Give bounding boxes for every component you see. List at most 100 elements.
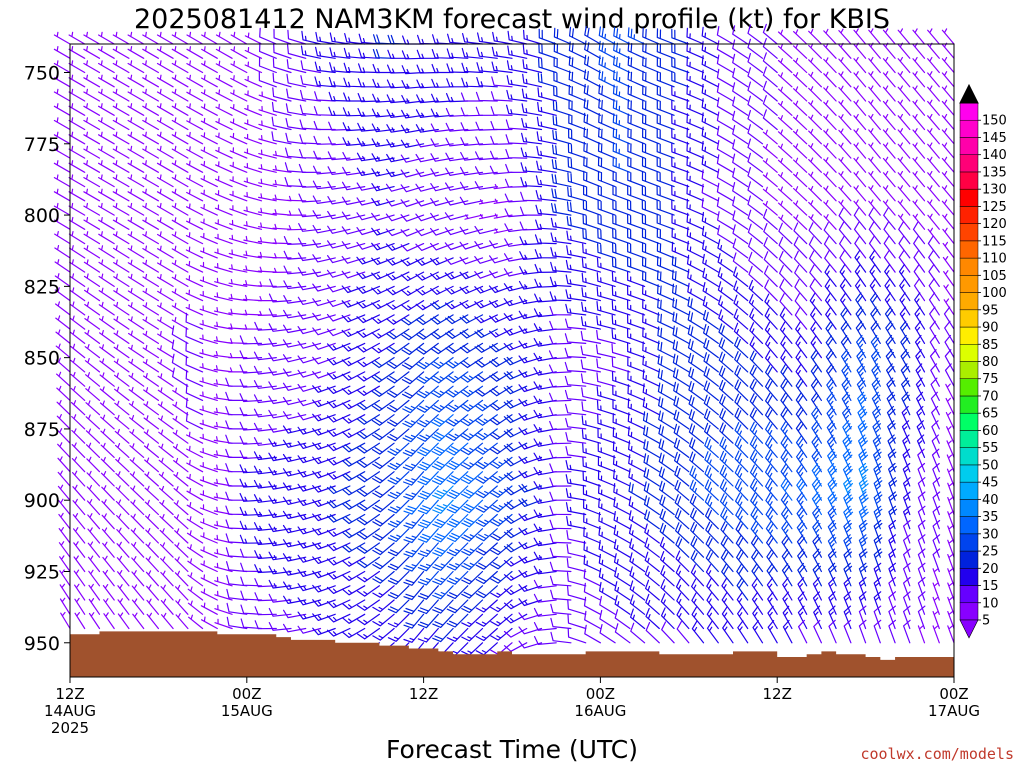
wind-barb — [54, 231, 71, 245]
wind-barb — [548, 350, 572, 360]
wind-barb — [686, 226, 705, 245]
wind-barb — [243, 250, 263, 259]
wind-barb — [313, 150, 336, 160]
wind-barb — [734, 379, 749, 401]
wind-barb — [630, 622, 646, 644]
wind-barb — [596, 329, 616, 344]
wind-barb — [718, 295, 734, 316]
wind-barb — [475, 642, 498, 656]
wind-barb — [927, 213, 940, 230]
colorbar-segment — [959, 533, 979, 552]
wind-barb — [326, 456, 351, 466]
wind-barb — [131, 584, 145, 601]
wind-barb — [580, 345, 601, 359]
wind-barb — [431, 399, 454, 413]
wind-barb — [732, 182, 749, 202]
wind-barb — [129, 443, 145, 458]
wind-barb — [838, 71, 852, 88]
wind-barb — [297, 326, 322, 335]
colorbar-label: 50 — [982, 458, 999, 473]
wind-barb — [416, 357, 439, 370]
wind-barb — [185, 397, 204, 416]
wind-barb — [717, 239, 734, 259]
wind-barb — [99, 358, 115, 373]
wind-barb — [175, 613, 189, 630]
wind-barb — [643, 481, 660, 501]
wind-barb — [415, 124, 439, 133]
wind-barb — [897, 42, 911, 59]
wind-barb — [927, 85, 940, 102]
wind-barb — [734, 436, 749, 458]
wind-barb — [268, 622, 292, 631]
wind-barb — [87, 555, 101, 573]
wind-barb — [229, 219, 248, 230]
wind-barb — [912, 170, 926, 188]
wind-barb — [415, 271, 439, 281]
wind-barb — [186, 160, 204, 173]
wind-barb — [627, 214, 646, 230]
wind-barb — [627, 299, 646, 316]
wind-barb — [159, 542, 174, 558]
wind-barb — [716, 125, 734, 145]
colorbar-label: 30 — [982, 527, 999, 542]
wind-barb — [387, 627, 410, 642]
wind-barb — [838, 57, 852, 74]
wind-barb — [719, 464, 734, 487]
wind-barb — [215, 103, 233, 116]
wind-barb — [283, 236, 307, 245]
wind-barb — [200, 103, 218, 116]
wind-barb — [583, 127, 601, 145]
wind-barb — [687, 310, 705, 330]
wind-barb — [645, 593, 660, 615]
wind-barb — [872, 420, 881, 444]
wind-barb — [701, 41, 719, 59]
wind-barb — [705, 564, 719, 587]
wind-barb — [112, 46, 130, 59]
wind-barb — [686, 240, 705, 259]
wind-barb — [157, 288, 174, 302]
wind-barb — [687, 268, 705, 287]
wind-barb — [386, 153, 410, 163]
wind-barb — [271, 101, 292, 116]
wind-barb — [297, 611, 322, 620]
wind-barb — [239, 335, 263, 345]
wind-barb — [430, 212, 454, 221]
wind-barb — [88, 569, 101, 587]
wind-barb — [580, 316, 601, 330]
wind-barb — [416, 371, 439, 384]
wind-barb — [356, 442, 380, 454]
wind-barb — [627, 171, 646, 188]
wind-barb — [797, 562, 808, 587]
wind-barb — [56, 414, 71, 430]
wind-barb — [628, 440, 646, 458]
wind-barb — [286, 59, 307, 74]
wind-barb — [103, 612, 115, 630]
wind-barb — [888, 505, 898, 530]
wind-barb — [671, 28, 690, 45]
wind-barb — [521, 132, 543, 145]
wind-barb — [53, 46, 71, 59]
wind-barb — [298, 237, 322, 247]
wind-barb — [431, 442, 454, 456]
wind-barb — [704, 437, 719, 458]
wind-barb — [326, 328, 351, 337]
wind-barb — [490, 542, 513, 556]
wind-barb — [584, 26, 601, 45]
wind-barb — [372, 93, 395, 103]
wind-barb — [732, 238, 749, 259]
x-tick-label: 00Z — [232, 685, 261, 703]
wind-barb — [172, 415, 189, 430]
wind-barb — [142, 288, 159, 302]
wind-barb — [565, 502, 587, 516]
wind-barb — [491, 61, 513, 74]
wind-barb — [490, 528, 513, 541]
wind-barb — [749, 478, 764, 501]
wind-barb — [505, 163, 528, 173]
wind-barb — [142, 46, 159, 59]
wind-barb — [83, 217, 101, 230]
wind-barb — [101, 485, 115, 501]
wind-barb — [903, 619, 911, 644]
wind-barb — [762, 23, 778, 45]
wind-barb — [870, 334, 881, 359]
wind-barb — [299, 119, 322, 131]
